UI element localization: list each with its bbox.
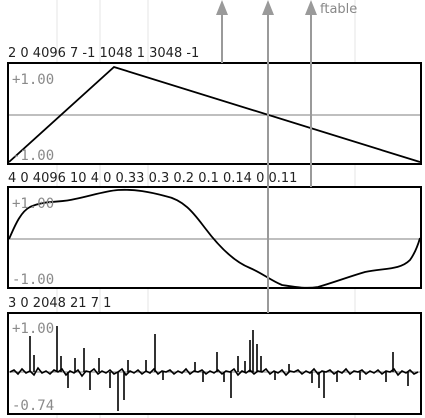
panel-3-waveform <box>9 326 419 411</box>
connection-wires <box>221 12 312 313</box>
panel-1-gen-args: 2 0 4096 7 -1 1048 1 3048 -1 <box>8 46 199 61</box>
panel-2-ymin-label: -1.00 <box>12 272 54 288</box>
panel-2-waveform <box>8 188 421 289</box>
arrow-up-icon <box>262 0 274 15</box>
panel-1-ymin-label: -1.00 <box>12 148 54 164</box>
panel-3-plot-frame[interactable] <box>7 312 422 415</box>
panel-2-gen-args: 4 0 4096 10 4 0 0.33 0.3 0.2 0.1 0.14 0 … <box>8 171 297 186</box>
panel-3-gen-args: 3 0 2048 21 7 1 <box>8 296 111 311</box>
outlet-arrows <box>216 0 317 15</box>
arrow-up-icon <box>305 0 317 15</box>
panel-1-waveform <box>8 65 421 163</box>
arrow-up-icon <box>216 0 228 15</box>
panel-1-ymax-label: +1.00 <box>12 72 54 88</box>
ftable-outlet-label: ftable <box>320 2 357 17</box>
panel-2-plot-frame[interactable] <box>7 186 422 289</box>
panel-2-ymax-label: +1.00 <box>12 196 54 212</box>
panel-1-plot-frame[interactable] <box>7 62 422 165</box>
panel-3-ymin-label: -0.74 <box>12 398 54 414</box>
panel-3-ymax-label: +1.00 <box>12 321 54 337</box>
